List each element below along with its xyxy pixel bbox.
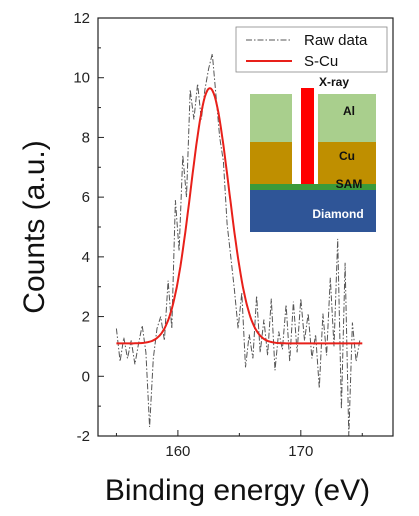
y-tick-label: 2 [82,309,90,326]
series-layer [115,53,363,437]
x-axis-title: Binding energy (eV) [105,474,370,507]
y-tick-label: -2 [77,428,90,445]
x-tick-label: 160 [165,443,190,460]
sam-label: SAM [336,177,363,191]
y-tick-label: 0 [82,368,90,385]
legend: Raw data S-Cu [235,26,388,73]
x-tick-label: 170 [288,443,313,460]
legend-fit-label: S-Cu [304,53,338,70]
y-tick-label: 4 [82,249,90,266]
legend-box [235,26,388,73]
y-tick-label: 8 [82,129,90,146]
cu-label: Cu [339,149,355,163]
raw-data-line [115,53,361,437]
y-tick-label: 6 [82,189,90,206]
xray-beam [301,88,314,184]
legend-raw-label: Raw data [304,32,368,49]
y-tick-label: 12 [73,10,90,27]
layer-stack-inset: X-ray Al Cu SAM Diamond [250,75,376,232]
inset-diamond-layer [250,190,376,232]
y-axis-title: Counts (a.u.) [18,140,51,313]
al-label: Al [343,104,355,118]
inset-sam-layer [250,184,376,190]
s-cu-fit-line [116,87,363,345]
xray-label: X-ray [319,75,349,89]
diamond-label: Diamond [312,207,363,221]
axis-ticks: -2 0 2 4 6 8 10 12 160 170 [73,10,363,460]
y-tick-label: 10 [73,70,90,87]
